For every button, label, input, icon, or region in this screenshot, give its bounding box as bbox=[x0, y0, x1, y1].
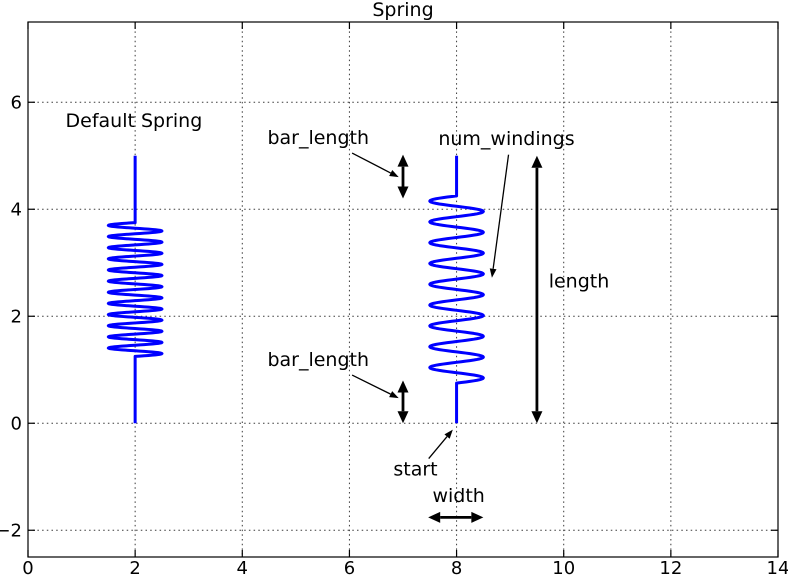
x-tick-label: 2 bbox=[129, 558, 140, 577]
bar-length-bottom-dim-head-a bbox=[397, 411, 409, 424]
length-label: length bbox=[549, 270, 610, 292]
bar-length-top-dim-head-b bbox=[397, 154, 409, 167]
axes-frame bbox=[27, 21, 779, 558]
x-tick-label: 10 bbox=[552, 558, 575, 577]
bar-length-bottom-label: bar_length bbox=[267, 349, 369, 371]
bar-length-bottom-dim-head-b bbox=[397, 380, 409, 393]
y-tick-label: −2 bbox=[0, 520, 22, 541]
num-windings-label: num_windings bbox=[438, 128, 574, 150]
annotated-spring bbox=[428, 155, 485, 424]
x-tick-label: 4 bbox=[237, 558, 248, 577]
y-tick-label: 2 bbox=[11, 306, 22, 327]
width-label: width bbox=[432, 485, 484, 507]
num-windings-pointer bbox=[492, 154, 510, 269]
default-spring-label: Default Spring bbox=[66, 110, 203, 132]
bar-length-bottom-pointer bbox=[351, 374, 391, 395]
chart-title: Spring bbox=[372, 0, 433, 21]
start-pointer bbox=[428, 436, 448, 459]
bar-length-top-pointer bbox=[351, 152, 392, 174]
y-tick-label: 6 bbox=[11, 92, 22, 113]
x-tick-label: 6 bbox=[344, 558, 355, 577]
x-tick-label: 8 bbox=[451, 558, 462, 577]
start-pointer-head bbox=[444, 429, 453, 439]
y-tick-label: 4 bbox=[11, 199, 22, 220]
bar-length-top-pointer-head bbox=[389, 169, 399, 178]
bar-length-top-dim-head-a bbox=[397, 186, 409, 199]
bar-length-top-label: bar_length bbox=[267, 127, 369, 149]
x-tick-label: 0 bbox=[22, 558, 33, 577]
bar-length-bottom-pointer-head bbox=[389, 391, 399, 399]
x-tick-label: 12 bbox=[659, 558, 682, 577]
y-tick-label: 0 bbox=[11, 413, 22, 434]
default-spring bbox=[106, 155, 164, 424]
width-dim-head-b bbox=[471, 511, 484, 523]
length-dim-head-b bbox=[531, 155, 543, 168]
length-dim-head-a bbox=[531, 411, 543, 424]
start-label: start bbox=[393, 458, 437, 480]
num-windings-pointer-head bbox=[489, 268, 497, 278]
x-tick-label: 14 bbox=[767, 558, 788, 577]
width-dim-head-a bbox=[428, 511, 441, 523]
